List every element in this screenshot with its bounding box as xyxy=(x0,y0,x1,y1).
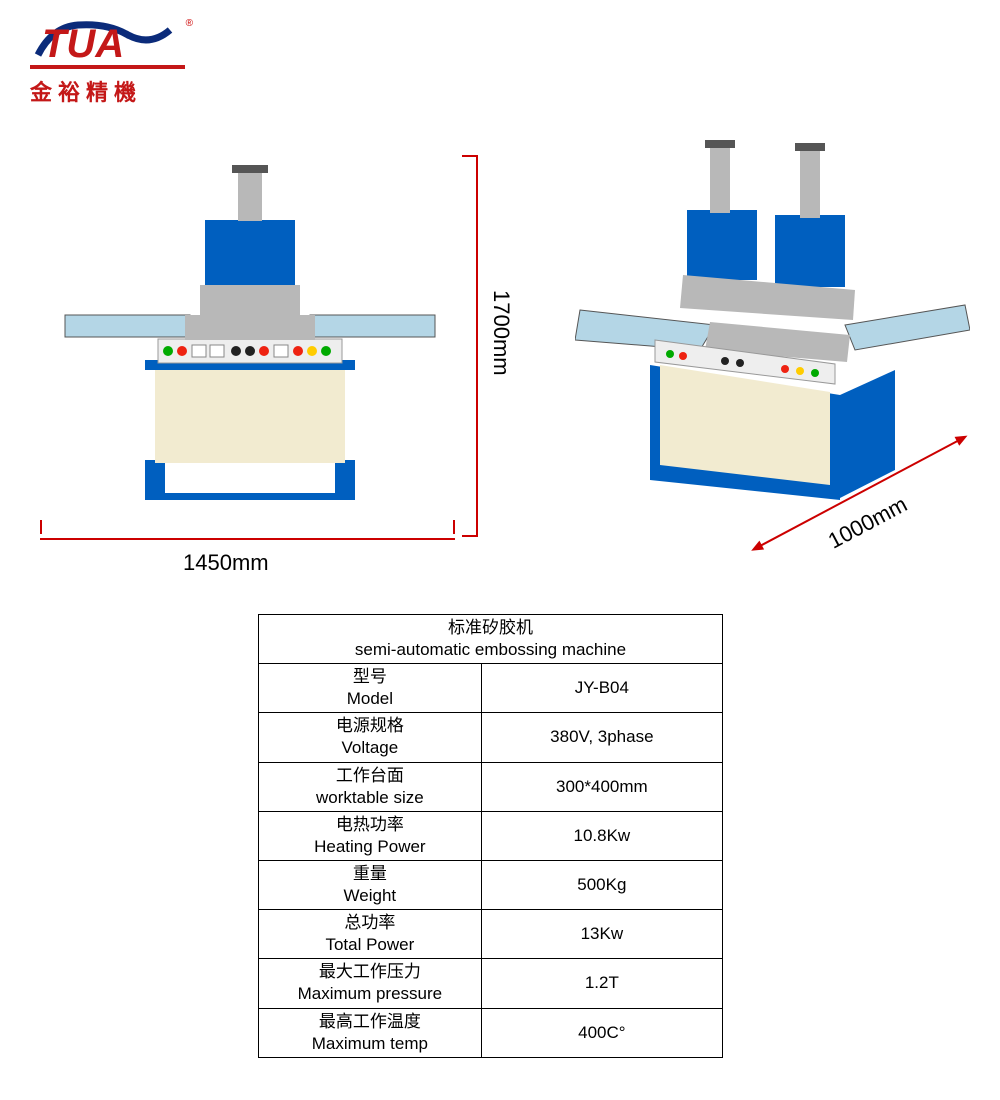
dimension-width-label: 1450mm xyxy=(183,550,269,576)
spec-value: 300*400mm xyxy=(481,762,722,811)
spec-value: 380V, 3phase xyxy=(481,713,722,762)
spec-value: 400C° xyxy=(481,1008,722,1057)
spec-value: 1.2T xyxy=(481,959,722,1008)
dimension-height-label: 1700mm xyxy=(488,290,514,376)
table-row: 型号Model JY-B04 xyxy=(259,664,723,713)
logo-mark: TUA xyxy=(30,15,185,73)
spec-value: 500Kg xyxy=(481,860,722,909)
spec-title-row: 标准矽胶机 semi-automatic embossing machine xyxy=(259,615,723,664)
table-row: 工作台面worktable size 300*400mm xyxy=(259,762,723,811)
table-row: 总功率Total Power 13Kw xyxy=(259,910,723,959)
spec-label: 重量Weight xyxy=(259,860,482,909)
spec-value: 10.8Kw xyxy=(481,811,722,860)
spec-label: 最大工作压力Maximum pressure xyxy=(259,959,482,1008)
spec-label: 电热功率Heating Power xyxy=(259,811,482,860)
spec-value: 13Kw xyxy=(481,910,722,959)
svg-text:TUA: TUA xyxy=(42,22,124,66)
table-row: 重量Weight 500Kg xyxy=(259,860,723,909)
spec-label: 电源规格Voltage xyxy=(259,713,482,762)
spec-label: 工作台面worktable size xyxy=(259,762,482,811)
machine-perspective-view xyxy=(575,140,970,505)
spec-label: 最高工作温度Maximum temp xyxy=(259,1008,482,1057)
spec-table: 标准矽胶机 semi-automatic embossing machine 型… xyxy=(258,614,723,1058)
spec-title-cell: 标准矽胶机 semi-automatic embossing machine xyxy=(259,615,723,664)
table-row: 最大工作压力Maximum pressure 1.2T xyxy=(259,959,723,1008)
spec-value: JY-B04 xyxy=(481,664,722,713)
product-images: 1450mm 1700mm 1000mm xyxy=(0,130,1000,605)
page: TUA ® 金裕精機 xyxy=(0,0,1000,1100)
table-row: 电源规格Voltage 380V, 3phase xyxy=(259,713,723,762)
spec-title-en: semi-automatic embossing machine xyxy=(267,639,714,661)
brand-name-cn: 金裕精機 xyxy=(30,75,185,107)
trademark-symbol: ® xyxy=(186,18,193,29)
brand-logo: TUA ® 金裕精機 xyxy=(30,15,185,107)
table-row: 电热功率Heating Power 10.8Kw xyxy=(259,811,723,860)
spec-label: 总功率Total Power xyxy=(259,910,482,959)
spec-title-cn: 标准矽胶机 xyxy=(267,617,714,639)
table-row: 最高工作温度Maximum temp 400C° xyxy=(259,1008,723,1057)
spec-label: 型号Model xyxy=(259,664,482,713)
machine-front-view xyxy=(60,165,440,500)
